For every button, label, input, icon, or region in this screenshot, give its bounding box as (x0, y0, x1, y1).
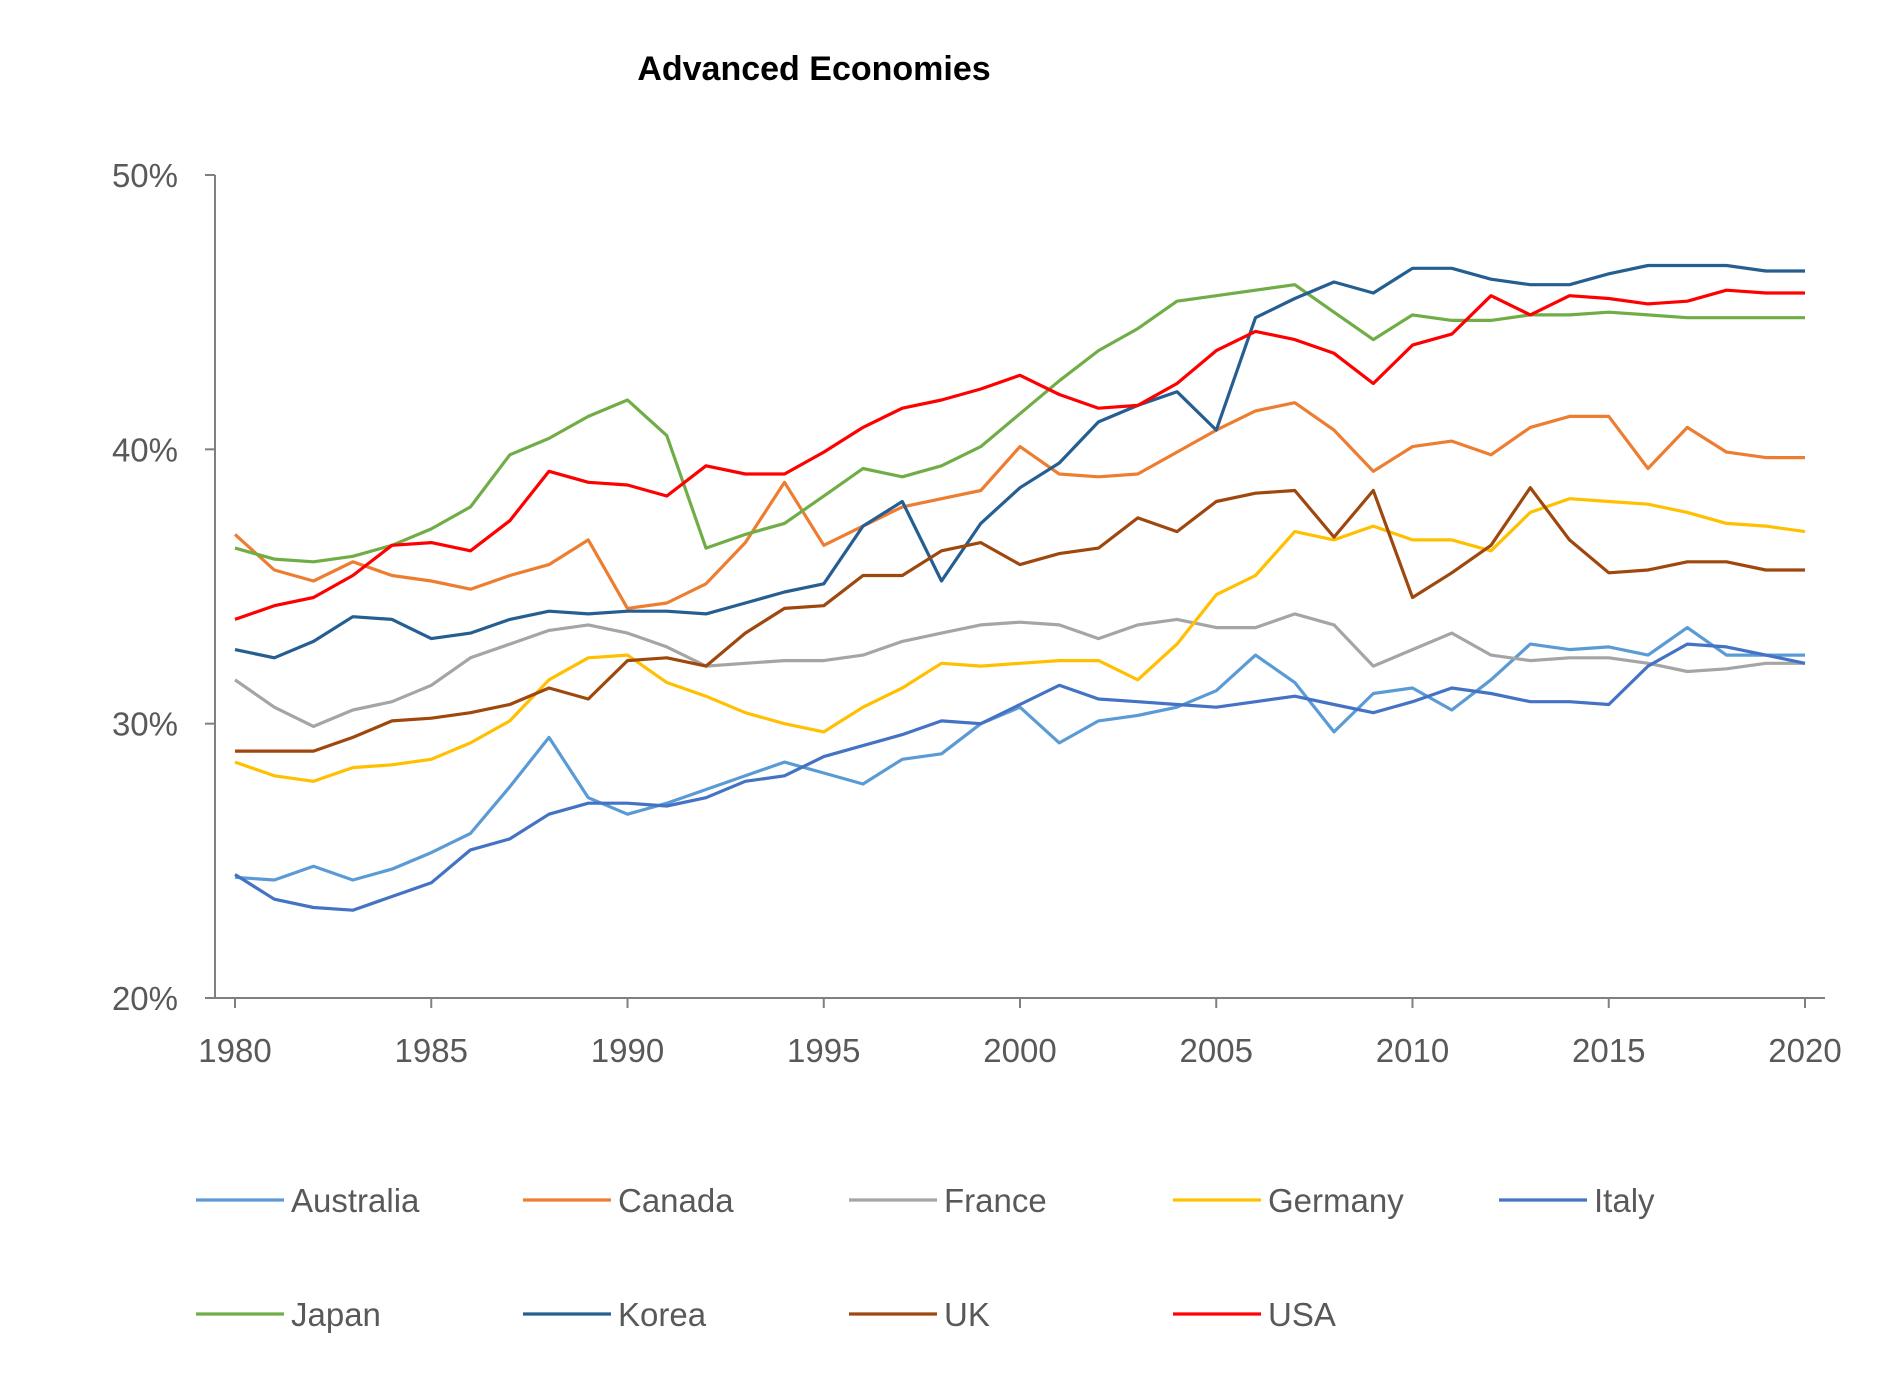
legend-item-canada: Canada (523, 1182, 734, 1219)
x-tick-label: 2020 (1768, 1032, 1841, 1069)
chart-title: Advanced Economies (637, 50, 990, 88)
legend-item-uk: UK (849, 1296, 990, 1333)
series-line-usa (234, 288, 1805, 621)
x-tick-label: 1995 (787, 1032, 860, 1069)
series-line-korea (234, 263, 1805, 660)
series-line-australia (234, 625, 1805, 882)
legend-label: Germany (1268, 1182, 1404, 1219)
series-line-uk (235, 486, 1805, 753)
legend-item-france: France (849, 1182, 1047, 1219)
y-tick-label: 50% (112, 157, 178, 194)
legend-label: Canada (618, 1182, 734, 1219)
legend: Australia Canada France Germany Italy Japan Ko… (196, 1182, 1655, 1333)
legend-label: Australia (291, 1182, 420, 1219)
x-tick-label: 1985 (395, 1032, 468, 1069)
y-tick-label: 40% (112, 431, 178, 468)
series-line-germany (234, 497, 1806, 783)
legend-item-korea: Korea (523, 1296, 707, 1333)
legend-label: Italy (1594, 1182, 1655, 1219)
legend-item-australia: Australia (196, 1182, 420, 1219)
x-tick-label: 2010 (1376, 1032, 1449, 1069)
legend-label: France (944, 1182, 1047, 1219)
x-tick-label: 1980 (198, 1032, 271, 1069)
legend-item-usa: USA (1173, 1296, 1336, 1333)
y-tick-label: 20% (112, 980, 178, 1017)
legend-label: USA (1268, 1296, 1336, 1333)
series-lines (233, 263, 1806, 912)
legend-label: Korea (618, 1296, 707, 1333)
legend-item-japan: Japan (196, 1296, 381, 1333)
x-tick-label: 2015 (1572, 1032, 1645, 1069)
axes: 20% 30% 40% 50% 1980 1985 1990 1995 2000 2005 2010… (112, 157, 1842, 1069)
legend-item-italy: Italy (1499, 1182, 1655, 1219)
series-line-italy (234, 642, 1806, 912)
series-line-canada (233, 401, 1805, 611)
y-tick-label: 30% (112, 706, 178, 743)
series-line-france (234, 612, 1805, 729)
x-tick-label: 2005 (1180, 1032, 1253, 1069)
legend-label: UK (944, 1296, 990, 1333)
x-tick-label: 1990 (591, 1032, 664, 1069)
legend-label: Japan (291, 1296, 381, 1333)
legend-item-germany: Germany (1173, 1182, 1404, 1219)
series-line-japan (234, 283, 1805, 564)
x-tick-label: 2000 (983, 1032, 1056, 1069)
